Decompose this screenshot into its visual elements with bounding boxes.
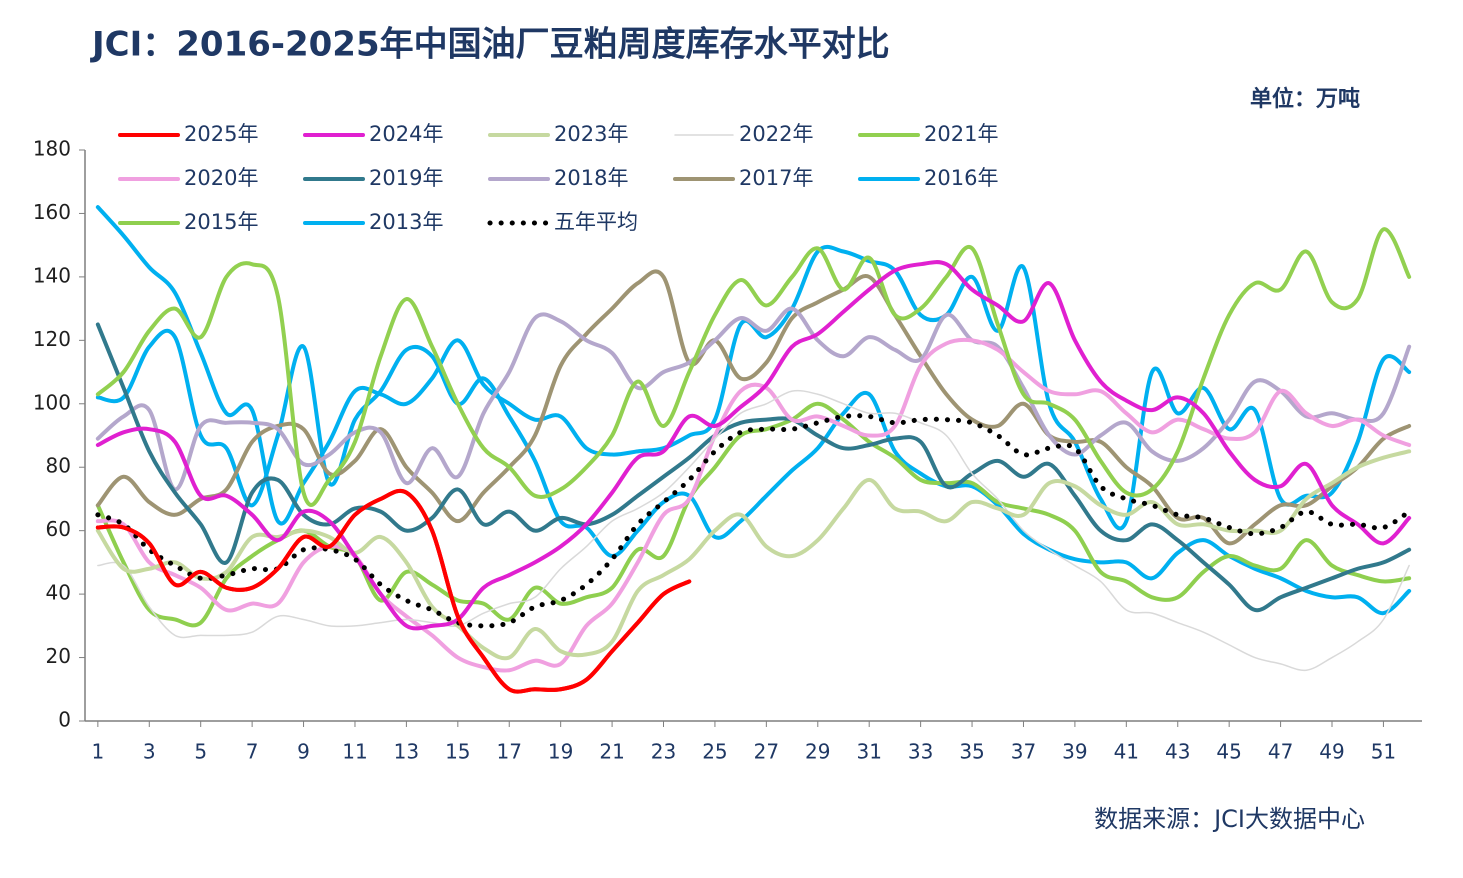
- y-tick-label: 40: [46, 581, 71, 605]
- x-tick-label: 29: [805, 740, 830, 764]
- x-tick-label: 49: [1319, 740, 1344, 764]
- legend-label: 2022年: [739, 122, 813, 146]
- legend-label: 五年平均: [554, 210, 638, 234]
- series-line: [95, 227, 1412, 507]
- x-tick-label: 23: [651, 740, 676, 764]
- series-line: [95, 322, 1412, 613]
- x-tick-label: 25: [702, 740, 727, 764]
- series-line: [95, 269, 1412, 546]
- x-tick-label: 11: [342, 740, 367, 764]
- x-tick-label: 17: [497, 740, 522, 764]
- legend-label: 2019年: [369, 166, 443, 190]
- y-tick-label: 0: [58, 708, 71, 732]
- x-tick-label: 5: [194, 740, 207, 764]
- series-line: [95, 306, 1412, 492]
- x-tick-label: 35: [959, 740, 984, 764]
- legend-label: 2017年: [739, 166, 813, 190]
- legend-label: 2021年: [924, 122, 998, 146]
- y-tick-label: 80: [46, 454, 71, 478]
- legend-label: 2016年: [924, 166, 998, 190]
- y-tick-label: 180: [33, 137, 71, 161]
- y-tick-label: 140: [33, 263, 71, 287]
- series-line: [95, 449, 1412, 661]
- y-tick-label: 100: [33, 390, 71, 414]
- series-line: [95, 413, 1412, 629]
- x-tick-label: 47: [1268, 740, 1293, 764]
- legend-label: 2023年: [554, 122, 628, 146]
- x-tick-label: 27: [754, 740, 779, 764]
- legend-label: 2025年: [184, 122, 258, 146]
- series-line: [97, 389, 1410, 672]
- x-tick-label: 39: [1062, 740, 1087, 764]
- legend-label: 2020年: [184, 166, 258, 190]
- legend-label: 2018年: [554, 166, 628, 190]
- x-tick-label: 1: [91, 740, 104, 764]
- y-tick-label: 160: [33, 200, 71, 224]
- unit-label: 单位：万吨: [1250, 86, 1360, 112]
- x-tick-label: 51: [1371, 740, 1396, 764]
- x-tick-label: 15: [445, 740, 470, 764]
- x-tick-label: 41: [1114, 740, 1139, 764]
- series-line: [95, 260, 1412, 631]
- x-tick-label: 7: [246, 740, 259, 764]
- y-tick-label: 120: [33, 327, 71, 351]
- legend-label: 2015年: [184, 210, 258, 234]
- x-tick-label: 37: [1011, 740, 1036, 764]
- x-tick-label: 31: [856, 740, 881, 764]
- x-tick-label: 19: [548, 740, 573, 764]
- legend-label: 2024年: [369, 122, 443, 146]
- x-tick-label: 21: [599, 740, 624, 764]
- series-line: [95, 488, 692, 694]
- x-tick-label: 13: [394, 740, 419, 764]
- y-tick-label: 20: [46, 644, 71, 668]
- y-tick-label: 60: [46, 517, 71, 541]
- x-tick-label: 43: [1165, 740, 1190, 764]
- series-line: [95, 205, 1412, 531]
- source-note: 数据来源：JCI大数据中心: [1094, 805, 1365, 833]
- x-tick-label: 45: [1216, 740, 1241, 764]
- legend-label: 2013年: [369, 210, 443, 234]
- x-tick-label: 3: [143, 740, 156, 764]
- x-tick-label: 9: [297, 740, 310, 764]
- chart-title: JCI：2016-2025年中国油厂豆粕周度库存水平对比: [90, 25, 890, 65]
- series-line: [95, 328, 1412, 616]
- x-tick-label: 33: [908, 740, 933, 764]
